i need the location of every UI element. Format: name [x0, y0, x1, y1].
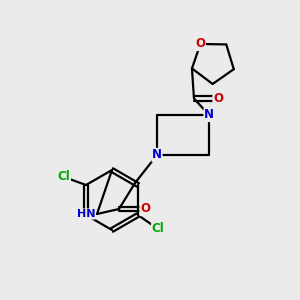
Text: O: O [140, 202, 150, 215]
Text: O: O [195, 38, 206, 50]
Text: HN: HN [76, 209, 95, 219]
Text: N: N [204, 109, 214, 122]
Text: O: O [213, 92, 223, 105]
Text: Cl: Cl [152, 223, 164, 236]
Text: N: N [152, 148, 162, 161]
Text: Cl: Cl [58, 170, 70, 184]
